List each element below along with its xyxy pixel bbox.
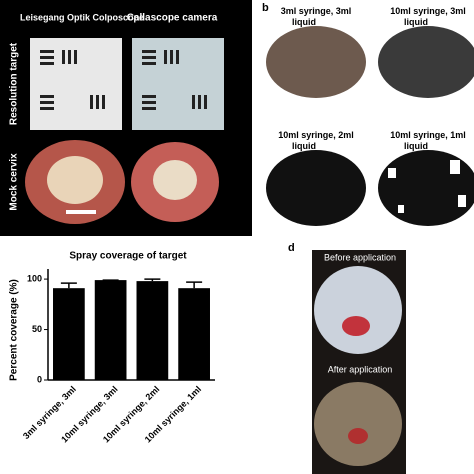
bar	[136, 281, 169, 380]
y-tick-label: 100	[27, 273, 42, 283]
dish-label-line: liquid	[404, 141, 428, 151]
after-image	[314, 382, 402, 466]
dish-label-line: 3ml syringe, 3ml	[281, 6, 352, 16]
cervix-center	[153, 160, 197, 200]
dish-label: 10ml syringe, 3ml liquid	[390, 6, 466, 27]
dish	[266, 150, 366, 226]
dish-label-line: liquid	[404, 17, 428, 27]
bar	[178, 288, 210, 380]
scale-bar	[66, 210, 96, 214]
y-tick-label: 0	[37, 374, 42, 384]
cervix-center	[47, 156, 103, 204]
dish-label-line: liquid	[292, 141, 316, 151]
dish-label: 10ml syringe, 1ml liquid	[390, 130, 466, 151]
dish-label: 3ml syringe, 3ml liquid	[281, 6, 352, 27]
before-image	[314, 266, 402, 354]
bar	[53, 288, 85, 380]
image-caption: After application	[328, 364, 393, 374]
bar	[94, 280, 127, 380]
before-lesion	[342, 316, 370, 336]
dish	[266, 26, 366, 98]
dish-label-line: liquid	[292, 17, 316, 27]
dish	[378, 26, 474, 98]
image-caption: Before application	[324, 252, 396, 262]
panel-label: b	[262, 2, 269, 14]
row-label: Resolution target	[9, 42, 20, 125]
dish-label-line: 10ml syringe, 3ml	[390, 6, 466, 16]
dish-spots	[388, 160, 466, 213]
y-axis-label: Percent coverage (%)	[9, 279, 20, 381]
row-label: Mock cervix	[9, 153, 20, 211]
y-tick-label: 50	[32, 324, 42, 334]
resolution-bars	[40, 50, 207, 110]
column-label: Leisegang Optik Colposcope	[20, 12, 144, 22]
dish-label: 10ml syringe, 2ml liquid	[278, 130, 354, 151]
column-label: Callascope camera	[127, 13, 218, 24]
dish-label-line: 10ml syringe, 1ml	[390, 130, 466, 140]
dish-label-line: 10ml syringe, 2ml	[278, 130, 354, 140]
panel-label: d	[288, 242, 295, 254]
after-lesion	[348, 428, 368, 444]
chart-title: Spray coverage of target	[69, 251, 187, 262]
